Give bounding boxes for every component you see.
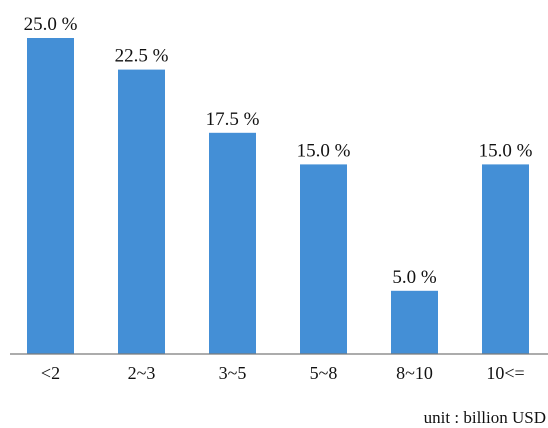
value-label-2: 17.5 % — [206, 109, 260, 130]
x-tick-label-0: <2 — [41, 363, 60, 383]
value-labels-group: 25.0 % 22.5 % 17.5 % 15.0 % 5.0 % 15.0 % — [24, 14, 533, 288]
value-label-1: 22.5 % — [115, 46, 169, 67]
bars-group — [27, 38, 529, 354]
x-tick-labels-group: <2 2~3 3~5 5~8 8~10 10<= — [41, 363, 525, 383]
x-tick-label-3: 5~8 — [310, 363, 338, 383]
value-label-5: 15.0 % — [479, 140, 533, 161]
value-label-0: 25.0 % — [24, 14, 78, 35]
x-tick-label-4: 8~10 — [396, 363, 433, 383]
bar-2 — [209, 132, 256, 354]
bar-1 — [118, 69, 165, 354]
bar-5 — [482, 164, 529, 354]
value-label-3: 15.0 % — [297, 140, 351, 161]
x-tick-label-5: 10<= — [486, 363, 524, 383]
x-tick-label-1: 2~3 — [128, 363, 156, 383]
unit-note: unit : billion USD — [424, 408, 546, 427]
bar-4 — [391, 290, 438, 354]
x-tick-label-2: 3~5 — [219, 363, 247, 383]
bar-3 — [300, 164, 347, 354]
value-label-4: 5.0 % — [392, 267, 437, 288]
bar-0 — [27, 38, 74, 354]
